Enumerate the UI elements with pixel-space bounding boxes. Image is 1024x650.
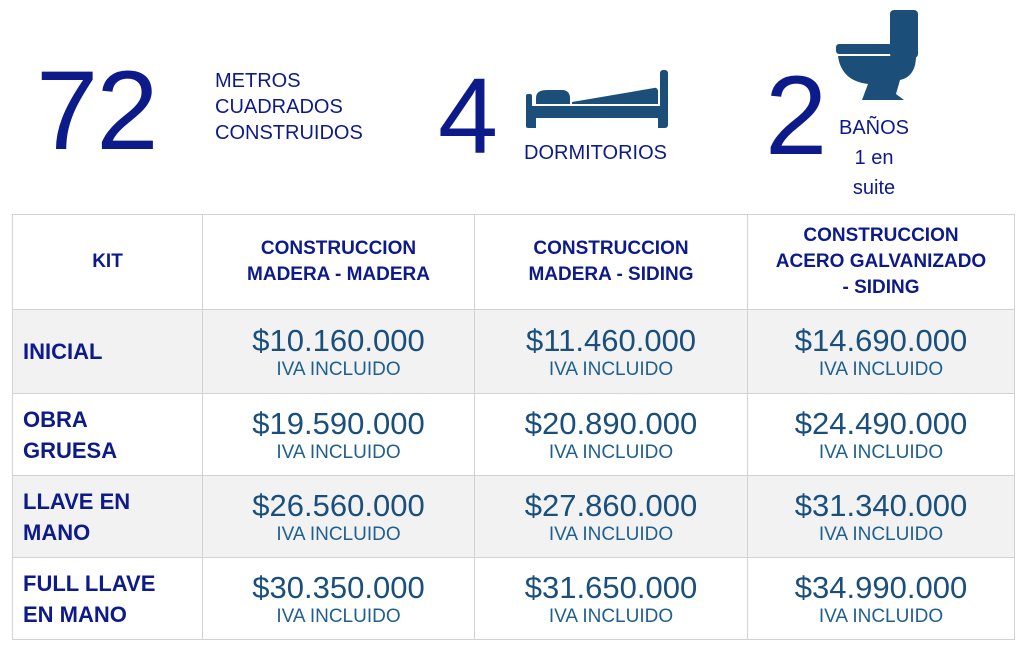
row-label-line: FULL LLAVE <box>23 570 156 596</box>
table-row: INICIAL $10.160.000 IVA INCLUIDO $11.460… <box>12 309 1015 394</box>
price-value: $10.160.000 <box>252 322 425 358</box>
price-value: $27.860.000 <box>524 487 698 523</box>
price-value: $11.460.000 <box>525 322 697 358</box>
bedrooms-label: DORMITORIOS <box>524 142 667 164</box>
table-header-row: KIT CONSTRUCCION MADERA - MADERA CONSTRU… <box>12 214 1015 310</box>
area-label-line: CONSTRUIDOS <box>215 122 363 144</box>
area-label: METROS CUADRADOS CONSTRUIDOS <box>215 68 363 146</box>
header-madera-siding: CONSTRUCCION MADERA - SIDING <box>474 214 748 310</box>
price-note: IVA INCLUIDO <box>276 605 401 627</box>
price-note: IVA INCLUIDO <box>548 605 674 627</box>
price-cell: $30.350.000 IVA INCLUIDO <box>202 557 475 640</box>
row-label-line: GRUESA <box>23 437 118 463</box>
price-value: $31.650.000 <box>524 569 698 605</box>
header-line: CONSTRUCCION <box>803 225 959 246</box>
area-number: 72 <box>36 48 159 173</box>
price-note: IVA INCLUIDO <box>276 523 401 545</box>
row-label: LLAVE EN MANO <box>12 475 203 558</box>
price-value: $31.340.000 <box>794 487 968 523</box>
price-cell: $27.860.000 IVA INCLUIDO <box>474 475 748 558</box>
price-value: $30.350.000 <box>252 569 425 605</box>
row-label: INICIAL <box>12 309 203 394</box>
price-value: $24.490.000 <box>794 405 968 441</box>
header-line: CONSTRUCCION <box>260 238 417 259</box>
price-cell: $14.690.000 IVA INCLUIDO <box>747 309 1015 394</box>
price-cell: $34.990.000 IVA INCLUIDO <box>747 557 1015 640</box>
price-value: $26.560.000 <box>252 487 425 523</box>
price-cell: $20.890.000 IVA INCLUIDO <box>474 393 748 476</box>
price-value: $34.990.000 <box>794 569 968 605</box>
bathrooms-label-line: suite <box>852 177 896 199</box>
price-note: IVA INCLUIDO <box>818 523 944 545</box>
row-label: FULL LLAVE EN MANO <box>12 557 203 640</box>
header-line: - SIDING <box>842 277 920 298</box>
price-cell: $24.490.000 IVA INCLUIDO <box>747 393 1015 476</box>
header-line: MADERA - SIDING <box>528 264 694 285</box>
header-line: KIT <box>92 251 123 272</box>
bed-icon <box>526 70 668 128</box>
area-label-line: METROS <box>215 70 301 92</box>
bathrooms-label-line: BAÑOS <box>838 117 910 139</box>
row-label-line: LLAVE EN <box>23 488 131 514</box>
row-label: OBRA GRUESA <box>12 393 203 476</box>
bathrooms-label: BAÑOS 1 en suite <box>838 113 910 203</box>
header-line: CONSTRUCCION <box>533 238 689 259</box>
price-value: $20.890.000 <box>524 405 698 441</box>
price-value: $19.590.000 <box>252 405 425 441</box>
header-acero-siding: CONSTRUCCION ACERO GALVANIZADO - SIDING <box>747 214 1015 310</box>
price-cell: $19.590.000 IVA INCLUIDO <box>202 393 475 476</box>
price-note: IVA INCLUIDO <box>548 358 674 380</box>
header-kit: KIT <box>12 214 203 310</box>
price-note: IVA INCLUIDO <box>548 523 674 545</box>
price-cell: $10.160.000 IVA INCLUIDO <box>202 309 475 394</box>
price-note: IVA INCLUIDO <box>818 605 944 627</box>
row-label-line: INICIAL <box>23 339 103 364</box>
header-madera-madera: CONSTRUCCION MADERA - MADERA <box>202 214 475 310</box>
price-table: KIT CONSTRUCCION MADERA - MADERA CONSTRU… <box>12 214 1015 640</box>
price-cell: $31.340.000 IVA INCLUIDO <box>747 475 1015 558</box>
bathrooms-number: 2 <box>765 53 827 178</box>
price-cell: $11.460.000 IVA INCLUIDO <box>474 309 748 394</box>
row-label-line: MANO <box>23 519 91 545</box>
price-note: IVA INCLUIDO <box>276 358 401 380</box>
area-label-line: CUADRADOS <box>215 96 343 118</box>
table-row: OBRA GRUESA $19.590.000 IVA INCLUIDO $20… <box>12 393 1015 476</box>
header-line: MADERA - MADERA <box>247 264 430 285</box>
price-note: IVA INCLUIDO <box>276 441 401 463</box>
table-row: FULL LLAVE EN MANO $30.350.000 IVA INCLU… <box>12 557 1015 640</box>
row-label-line: OBRA <box>23 406 88 432</box>
table-row: LLAVE EN MANO $26.560.000 IVA INCLUIDO $… <box>12 475 1015 558</box>
bathrooms-label-line: 1 en <box>854 147 894 169</box>
price-note: IVA INCLUIDO <box>818 441 944 463</box>
bedrooms-number: 4 <box>438 55 498 176</box>
price-cell: $31.650.000 IVA INCLUIDO <box>474 557 748 640</box>
price-note: IVA INCLUIDO <box>548 441 674 463</box>
header-line: ACERO GALVANIZADO <box>775 251 987 272</box>
price-note: IVA INCLUIDO <box>818 358 944 380</box>
price-cell: $26.560.000 IVA INCLUIDO <box>202 475 475 558</box>
row-label-line: EN MANO <box>23 601 127 627</box>
price-value: $14.690.000 <box>794 322 968 358</box>
toilet-icon <box>836 10 918 100</box>
